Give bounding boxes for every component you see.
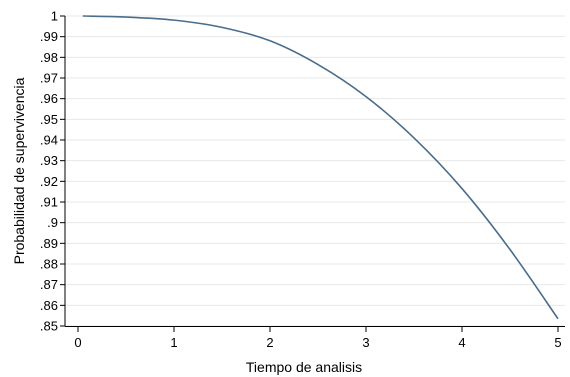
x-tick-label: 5 xyxy=(554,335,561,350)
x-tick-label: 2 xyxy=(266,335,273,350)
y-tick-label: .89 xyxy=(40,236,58,251)
x-tick-label: 1 xyxy=(170,335,177,350)
y-tick-label: .95 xyxy=(40,112,58,127)
y-tick-label: .97 xyxy=(40,71,58,86)
y-tick-label: .99 xyxy=(40,29,58,44)
x-tick-label: 3 xyxy=(362,335,369,350)
series-layer xyxy=(82,15,559,320)
survival-curve xyxy=(82,15,559,320)
x-axis-ticks: 0 1 2 3 4 5 xyxy=(74,326,562,350)
y-axis-title: Probabilidad de supervivencia xyxy=(11,77,27,264)
x-tick-label: 4 xyxy=(458,335,465,350)
x-tick-label: 0 xyxy=(74,335,81,350)
x-axis-title: Tiempo de analisis xyxy=(246,359,362,375)
y-tick-label: .86 xyxy=(40,298,58,313)
y-tick-label: .93 xyxy=(40,153,58,168)
y-tick-label: .85 xyxy=(40,319,58,334)
axes xyxy=(64,16,565,327)
y-tick-label: .9 xyxy=(47,215,58,230)
y-tick-label: .87 xyxy=(40,277,58,292)
grid-lines xyxy=(65,15,565,327)
y-tick-label: .96 xyxy=(40,91,58,106)
y-tick-label: .88 xyxy=(40,257,58,272)
y-tick-label: .92 xyxy=(40,174,58,189)
y-tick-label: 1 xyxy=(51,9,58,24)
y-tick-label: .94 xyxy=(40,133,58,148)
y-tick-label: .91 xyxy=(40,195,58,210)
y-tick-label: .98 xyxy=(40,50,58,65)
y-axis-ticks: .85 .86 .87 .88 .89 .9 .91 .92 .93 .94 .95 .96 .97 .9… xyxy=(40,9,65,334)
